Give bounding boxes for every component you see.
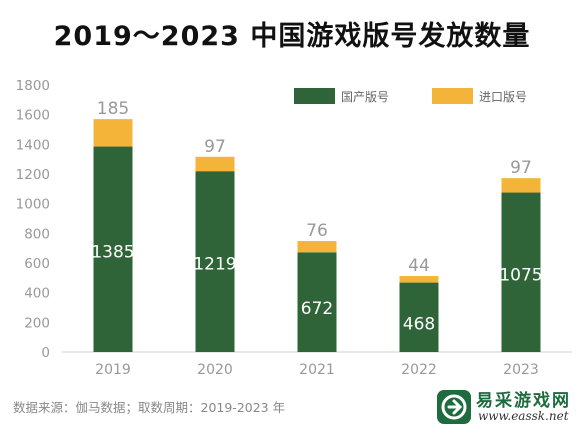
legend-label: 国产版号 (341, 90, 389, 104)
data-label-imported: 44 (408, 256, 430, 276)
data-label-domestic: 1385 (91, 242, 134, 262)
bar-imported (399, 276, 439, 283)
chart-title: 2019～2023 中国游戏版号发放数量 (53, 21, 531, 52)
bar-domestic (93, 146, 133, 352)
legend-swatch (432, 88, 473, 104)
legend-label: 进口版号 (479, 90, 527, 104)
watermark-site-name: 易采游戏网 (476, 391, 571, 411)
watermark-site-url: www.eassk.net (478, 409, 569, 423)
data-label-imported: 97 (510, 158, 532, 178)
data-label-domestic: 468 (403, 314, 435, 334)
data-label-domestic: 1075 (499, 265, 542, 285)
y-tick-label: 1800 (16, 78, 50, 94)
legend-swatch (294, 88, 335, 104)
data-label-imported: 185 (97, 99, 129, 119)
watermark-logo-icon (437, 390, 471, 424)
y-tick-label: 1400 (16, 137, 50, 153)
data-label-domestic: 672 (301, 299, 333, 319)
bar-domestic (195, 171, 235, 352)
x-tick-label: 2020 (197, 362, 233, 378)
y-tick-label: 0 (41, 345, 50, 361)
y-tick-label: 400 (24, 286, 50, 302)
bar-domestic (501, 192, 541, 352)
y-tick-label: 200 (24, 315, 50, 331)
data-source-note: 数据来源：伽马数据；取数周期：2019-2023 年 (13, 400, 286, 415)
x-tick-label: 2023 (503, 362, 539, 378)
y-tick-label: 1000 (16, 197, 50, 213)
bar-imported (195, 156, 235, 172)
data-label-imported: 76 (306, 221, 328, 241)
y-tick-label: 600 (24, 256, 50, 272)
y-tick-label: 1200 (16, 167, 50, 183)
bar-domestic (399, 282, 439, 352)
x-tick-label: 2019 (95, 362, 131, 378)
bar-imported (93, 119, 133, 147)
bar-imported (297, 241, 337, 253)
data-label-imported: 97 (204, 137, 226, 157)
y-tick-label: 800 (24, 226, 50, 242)
data-label-domestic: 1219 (193, 255, 236, 275)
x-tick-label: 2022 (401, 362, 437, 378)
bar-imported (501, 178, 541, 193)
bar-domestic (297, 252, 337, 352)
x-tick-label: 2021 (299, 362, 335, 378)
y-tick-label: 1600 (16, 108, 50, 124)
